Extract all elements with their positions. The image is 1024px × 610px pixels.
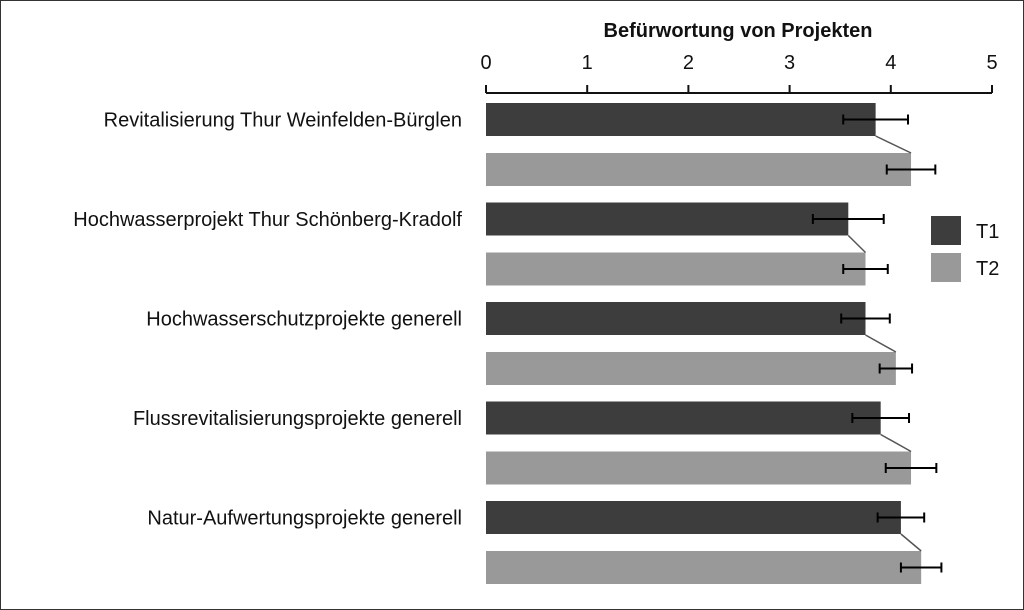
legend: T1 T2 <box>931 216 999 282</box>
x-tick-label: 4 <box>885 52 896 74</box>
x-tick-label: 5 <box>986 52 997 74</box>
legend-label-t1: T1 <box>976 221 999 243</box>
bar-t2 <box>486 352 896 385</box>
x-tick-label: 2 <box>683 52 694 74</box>
bar-t1 <box>486 401 881 435</box>
bar-t2 <box>486 252 866 286</box>
bar-t1 <box>486 103 876 136</box>
category-label: Natur-Aufwertungsprojekte generell <box>147 508 462 530</box>
category-label: Hochwasserschutzprojekte generell <box>146 309 462 331</box>
bars <box>486 103 943 584</box>
x-tick-label: 1 <box>582 52 593 74</box>
bar-t1 <box>486 202 849 236</box>
category-labels: Revitalisierung Thur Weinfelden-Bürglen H… <box>73 110 462 530</box>
legend-swatch-t1 <box>931 216 961 245</box>
category-label: Hochwasserprojekt Thur Schönberg-Kradolf <box>73 209 462 231</box>
bar-t1 <box>486 302 866 335</box>
legend-swatch-t2 <box>931 253 961 282</box>
x-axis: 0 1 2 3 4 5 <box>480 52 998 94</box>
bar-t2 <box>486 451 912 485</box>
chart-title: Befürwortung von Projekten <box>604 20 873 42</box>
series-connector-line <box>900 533 922 552</box>
legend-label-t2: T2 <box>976 258 999 280</box>
category-label: Revitalisierung Thur Weinfelden-Bürglen <box>104 110 462 132</box>
series-connector-line <box>847 234 867 254</box>
bar-t2 <box>486 153 912 186</box>
category-label: Flussrevitalisierungsprojekte generell <box>133 408 462 430</box>
bar-t2 <box>486 551 922 584</box>
series-connector-line <box>875 135 912 154</box>
bar-t1 <box>486 501 901 534</box>
x-tick-label: 0 <box>480 52 491 74</box>
x-tick-label: 3 <box>784 52 795 74</box>
series-connector-line <box>880 433 912 453</box>
series-connector-line <box>865 334 897 353</box>
